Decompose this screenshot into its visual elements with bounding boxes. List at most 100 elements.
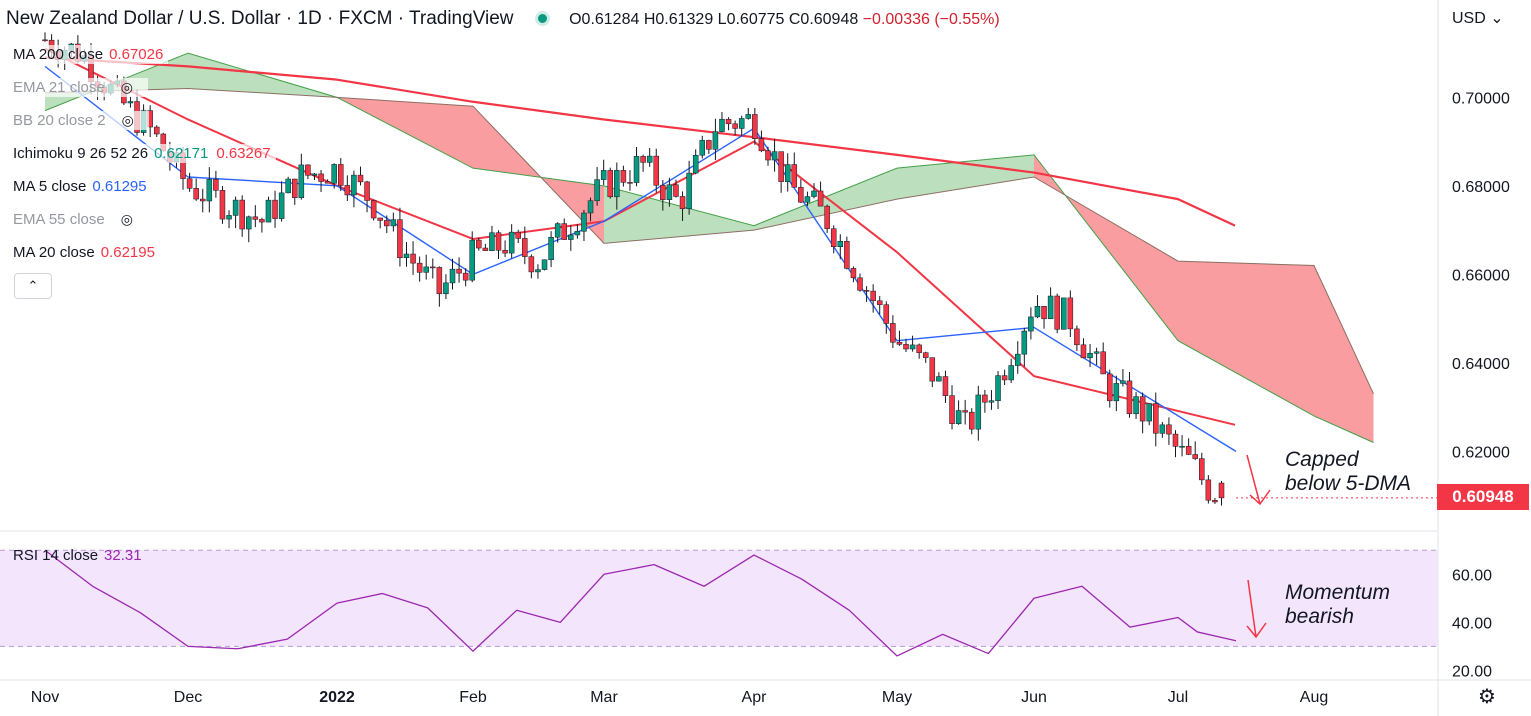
settings-gear-icon[interactable]: ⚙ (1478, 686, 1496, 708)
candle-body-down (239, 199, 245, 230)
legend-ma20[interactable]: MA 20 close 0.62195 (8, 243, 160, 262)
arrow-down-icon (1246, 454, 1271, 506)
legend-ma200-value: 0.67026 (109, 46, 164, 63)
candle-body-down (482, 247, 489, 251)
candle-body-down (1054, 295, 1060, 330)
candle-body-down (758, 138, 765, 152)
legend-ma200-label: MA 200 close (13, 46, 104, 63)
candle-body-down (620, 170, 627, 183)
candle-body-up (699, 140, 706, 156)
legend-ma5[interactable]: MA 5 close 0.61295 (8, 177, 152, 196)
legend-ema21[interactable]: EMA 21 close ◎ (8, 78, 148, 97)
candle-body-down (1107, 373, 1113, 402)
candle-body-down (318, 173, 324, 182)
candle-body-up (311, 173, 318, 176)
chevron-up-icon: ⌃ (27, 278, 39, 293)
rsi-annotation[interactable]: Momentum bearish (1285, 581, 1391, 628)
legend-rsi-label: RSI 14 close (13, 547, 99, 564)
candle-body-up (206, 179, 213, 202)
symbol-title[interactable]: New Zealand Dollar / U.S. Dollar · 1D · … (6, 8, 514, 29)
currency-selector[interactable]: USD ⌄ (1452, 8, 1504, 28)
candle-body-down (876, 300, 883, 305)
candle-body-up (574, 231, 581, 236)
candle-body-down (272, 199, 278, 219)
candle-body-down (640, 156, 646, 163)
candle-body-up (745, 114, 752, 119)
candle-body-down (949, 395, 955, 424)
candle-body-down (495, 232, 502, 251)
legend-ichimoku-value2: 0.63267 (216, 145, 271, 162)
cloud-segment-bearish (1178, 261, 1314, 416)
time-tick-label: Dec (174, 689, 202, 706)
candle-body-up (508, 231, 515, 254)
candle-body-up (489, 232, 495, 251)
price-annotation[interactable]: Capped below 5-DMA (1285, 448, 1412, 495)
candle-body-down (430, 266, 436, 269)
candle-body-up (581, 212, 587, 232)
candle-body-down (213, 179, 219, 191)
price-axis[interactable]: 0.70000 0.68000 0.66000 0.64000 0.62000 60.00… (1452, 90, 1510, 680)
candle-body-up (265, 199, 272, 223)
legend-ichimoku[interactable]: Ichimoku 9 26 52 26 0.62171 0.63267 (8, 144, 276, 163)
time-tick-label: Feb (459, 689, 487, 706)
eye-hidden-icon[interactable]: ◎ (121, 112, 134, 128)
candle-body-down (916, 344, 922, 353)
legend-rsi[interactable]: RSI 14 close 32.31 (8, 546, 147, 565)
rsi-pane (0, 549, 1438, 657)
rsi-band (0, 550, 1438, 647)
market-status-dot-icon[interactable] (534, 10, 550, 26)
series-line-ma-5-close (44, 65, 1237, 452)
time-tick-label: Jun (1021, 689, 1047, 706)
legend-ma200[interactable]: MA 200 close 0.67026 (8, 45, 169, 64)
legend-ema55[interactable]: EMA 55 close ◎ (8, 210, 148, 229)
moving-average-lines (44, 47, 1438, 499)
candle-body-up (1113, 383, 1120, 402)
eye-hidden-icon[interactable]: ◎ (120, 211, 133, 227)
candle-body-up (1028, 316, 1034, 332)
ohlc-open: O0.61284 (569, 11, 640, 28)
candle-body-up (811, 190, 817, 197)
candle-body-up (285, 178, 291, 194)
candle-body-up (278, 192, 285, 219)
candle-body-up (449, 268, 456, 284)
candle-body-down (896, 341, 903, 345)
candle-body-down (252, 216, 259, 220)
candle-body-down (259, 219, 265, 223)
annotation-arrows (1246, 454, 1271, 639)
cloud-segment-bullish (754, 168, 897, 231)
candle-body-up (1021, 330, 1028, 355)
rsi-tick-label: 20.00 (1452, 663, 1492, 680)
candle-body-down (1074, 328, 1080, 346)
candle-body-down (870, 290, 876, 302)
price-tick-label: 0.64000 (1452, 356, 1510, 373)
last-price-label: 0.60948 (1437, 484, 1529, 510)
candle-body-down (962, 410, 968, 413)
series-line-ma-200-close (44, 56, 1236, 227)
candle-body-down (922, 352, 929, 358)
candle-body-down (1153, 403, 1159, 434)
candle-body-down (1185, 445, 1192, 455)
candle-body-down (344, 185, 351, 196)
collapse-legend-button[interactable]: ⌃ (14, 273, 52, 299)
legend-rsi-value: 32.31 (104, 547, 142, 564)
candle-body-down (1218, 482, 1225, 499)
arrow-down-icon (1246, 579, 1267, 639)
candle-body-down (1001, 375, 1008, 381)
legend-bb20[interactable]: BB 20 close 2 ◎ (8, 111, 149, 130)
time-tick-label: 2022 (319, 689, 355, 706)
candle-body-up (390, 219, 397, 227)
time-axis[interactable]: Nov Dec 2022 Feb Mar Apr May Jun Jul Aug (31, 689, 1328, 706)
ohlc-readout: O0.61284 H0.61329 L0.60775 C0.60948 −0.0… (569, 11, 1000, 28)
eye-hidden-icon[interactable]: ◎ (120, 79, 133, 95)
candle-body-up (614, 170, 620, 198)
cloud-segment-bullish (897, 154, 1034, 200)
price-tick-label: 0.68000 (1452, 179, 1510, 196)
price-tick-label: 0.70000 (1452, 90, 1510, 107)
rsi-tick-label: 60.00 (1452, 567, 1492, 584)
candle-body-down (186, 178, 193, 189)
candle-body-down (384, 220, 390, 227)
legend-ichimoku-label: Ichimoku 9 26 52 26 (13, 145, 149, 162)
candle-body-up (719, 118, 725, 132)
candle-body-down (515, 231, 521, 239)
